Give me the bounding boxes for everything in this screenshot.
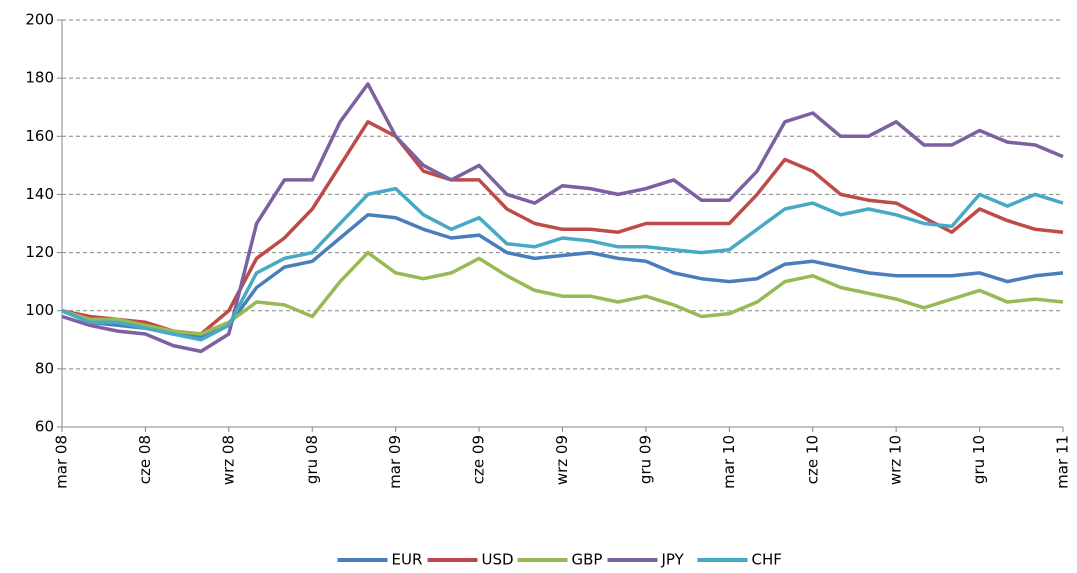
x-tick-label: mar 09	[386, 435, 404, 489]
y-tick-label: 120	[25, 243, 54, 261]
x-tick-label: wrz 09	[553, 435, 571, 485]
x-tick-label: cze 10	[803, 435, 821, 484]
x-tick-label: cze 08	[136, 435, 154, 484]
y-tick-label: 140	[25, 185, 54, 203]
y-tick-label: 100	[25, 301, 54, 319]
y-tick-label: 180	[25, 69, 54, 87]
x-tick-label: mar 10	[720, 435, 738, 489]
y-tick-label: 200	[25, 11, 54, 29]
series-line	[61, 250, 1064, 336]
legend-label: GBP	[572, 551, 603, 569]
x-tick-label: gru 08	[303, 435, 321, 484]
x-tick-label: mar 11	[1054, 435, 1072, 489]
series-line	[61, 82, 1064, 354]
x-tick-label: gru 09	[636, 435, 654, 484]
x-tick-label: wrz 10	[887, 435, 905, 485]
x-tick-label: mar 08	[53, 435, 71, 489]
series-line	[61, 120, 1064, 336]
series-line	[61, 213, 1064, 339]
x-tick-label: gru 10	[970, 435, 988, 484]
legend-label: EUR	[392, 551, 423, 569]
legend-label: CHF	[752, 551, 782, 569]
legend-label: JPY	[661, 551, 685, 569]
x-tick-label: cze 09	[470, 435, 488, 484]
series-line	[61, 186, 1064, 342]
legend-label: USD	[482, 551, 514, 569]
y-tick-label: 160	[25, 127, 54, 145]
y-tick-label: 80	[35, 359, 54, 377]
y-tick-label: 60	[35, 418, 54, 436]
x-tick-label: wrz 08	[219, 435, 237, 485]
